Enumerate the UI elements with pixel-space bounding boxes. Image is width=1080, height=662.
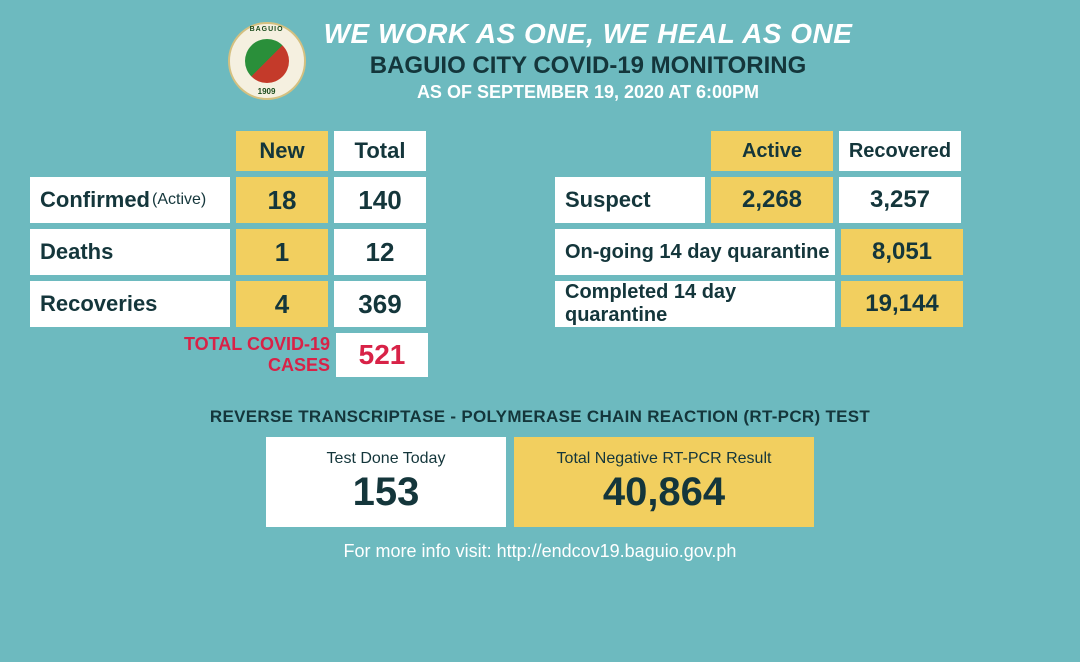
pcr-today-box: Test Done Today 153 [266, 437, 506, 527]
suspect-active: 2,268 [711, 177, 833, 223]
row-label-deaths: Deaths [30, 229, 230, 275]
table-row: Confirmed(Active) 18 140 [30, 177, 525, 223]
left-header-row: New Total [30, 131, 525, 171]
label-text: Confirmed [40, 187, 150, 213]
table-row: Recoveries 4 369 [30, 281, 525, 327]
city-seal-icon: BAGUIO 1909 [228, 22, 306, 100]
confirmed-total: 140 [334, 177, 426, 223]
recoveries-total: 369 [334, 281, 426, 327]
label-suffix: (Active) [152, 191, 206, 209]
spacer [555, 131, 705, 171]
spacer [30, 131, 230, 171]
left-table: New Total Confirmed(Active) 18 140 Death… [30, 131, 525, 377]
seal-emblem [245, 39, 289, 83]
footer-text: For more info visit: http://endcov19.bag… [0, 541, 1080, 562]
total-cases-value: 521 [336, 333, 428, 377]
col-header-recovered: Recovered [839, 131, 961, 171]
table-row: Completed 14 day quarantine 19,144 [555, 281, 1050, 327]
total-cases-row: TOTAL COVID-19 CASES 521 [130, 333, 525, 377]
row-label-completed: Completed 14 day quarantine [555, 281, 835, 327]
row-label-recoveries: Recoveries [30, 281, 230, 327]
suspect-recovered: 3,257 [839, 177, 961, 223]
pcr-neg-value: 40,864 [603, 470, 725, 515]
header: BAGUIO 1909 WE WORK AS ONE, WE HEAL AS O… [0, 0, 1080, 111]
right-table: Active Recovered Suspect 2,268 3,257 On-… [555, 131, 1050, 377]
row-label-suspect: Suspect [555, 177, 705, 223]
pcr-section: REVERSE TRANSCRIPTASE - POLYMERASE CHAIN… [0, 407, 1080, 527]
header-titles: WE WORK AS ONE, WE HEAL AS ONE BAGUIO CI… [324, 18, 853, 103]
row-label-confirmed: Confirmed(Active) [30, 177, 230, 223]
ongoing-value: 8,051 [841, 229, 963, 275]
slogan-text: WE WORK AS ONE, WE HEAL AS ONE [324, 18, 853, 50]
col-header-active: Active [711, 131, 833, 171]
pcr-neg-label: Total Negative RT-PCR Result [557, 450, 772, 468]
row-label-ongoing: On-going 14 day quarantine [555, 229, 835, 275]
page-title: BAGUIO CITY COVID-19 MONITORING [324, 52, 853, 80]
pcr-neg-box: Total Negative RT-PCR Result 40,864 [514, 437, 814, 527]
right-header-row: Active Recovered [555, 131, 1050, 171]
asof-text: AS OF SEPTEMBER 19, 2020 AT 6:00PM [324, 82, 853, 103]
col-header-new: New [236, 131, 328, 171]
content-area: New Total Confirmed(Active) 18 140 Death… [0, 111, 1080, 377]
pcr-today-label: Test Done Today [327, 450, 446, 468]
seal-top-text: BAGUIO [250, 26, 284, 33]
recoveries-new: 4 [236, 281, 328, 327]
seal-year: 1909 [258, 87, 276, 96]
pcr-today-value: 153 [353, 470, 420, 515]
pcr-boxes: Test Done Today 153 Total Negative RT-PC… [0, 437, 1080, 527]
col-header-total: Total [334, 131, 426, 171]
completed-value: 19,144 [841, 281, 963, 327]
pcr-title: REVERSE TRANSCRIPTASE - POLYMERASE CHAIN… [0, 407, 1080, 427]
confirmed-new: 18 [236, 177, 328, 223]
table-row: On-going 14 day quarantine 8,051 [555, 229, 1050, 275]
deaths-new: 1 [236, 229, 328, 275]
table-row: Deaths 1 12 [30, 229, 525, 275]
total-cases-label: TOTAL COVID-19 CASES [130, 334, 330, 376]
deaths-total: 12 [334, 229, 426, 275]
table-row: Suspect 2,268 3,257 [555, 177, 1050, 223]
